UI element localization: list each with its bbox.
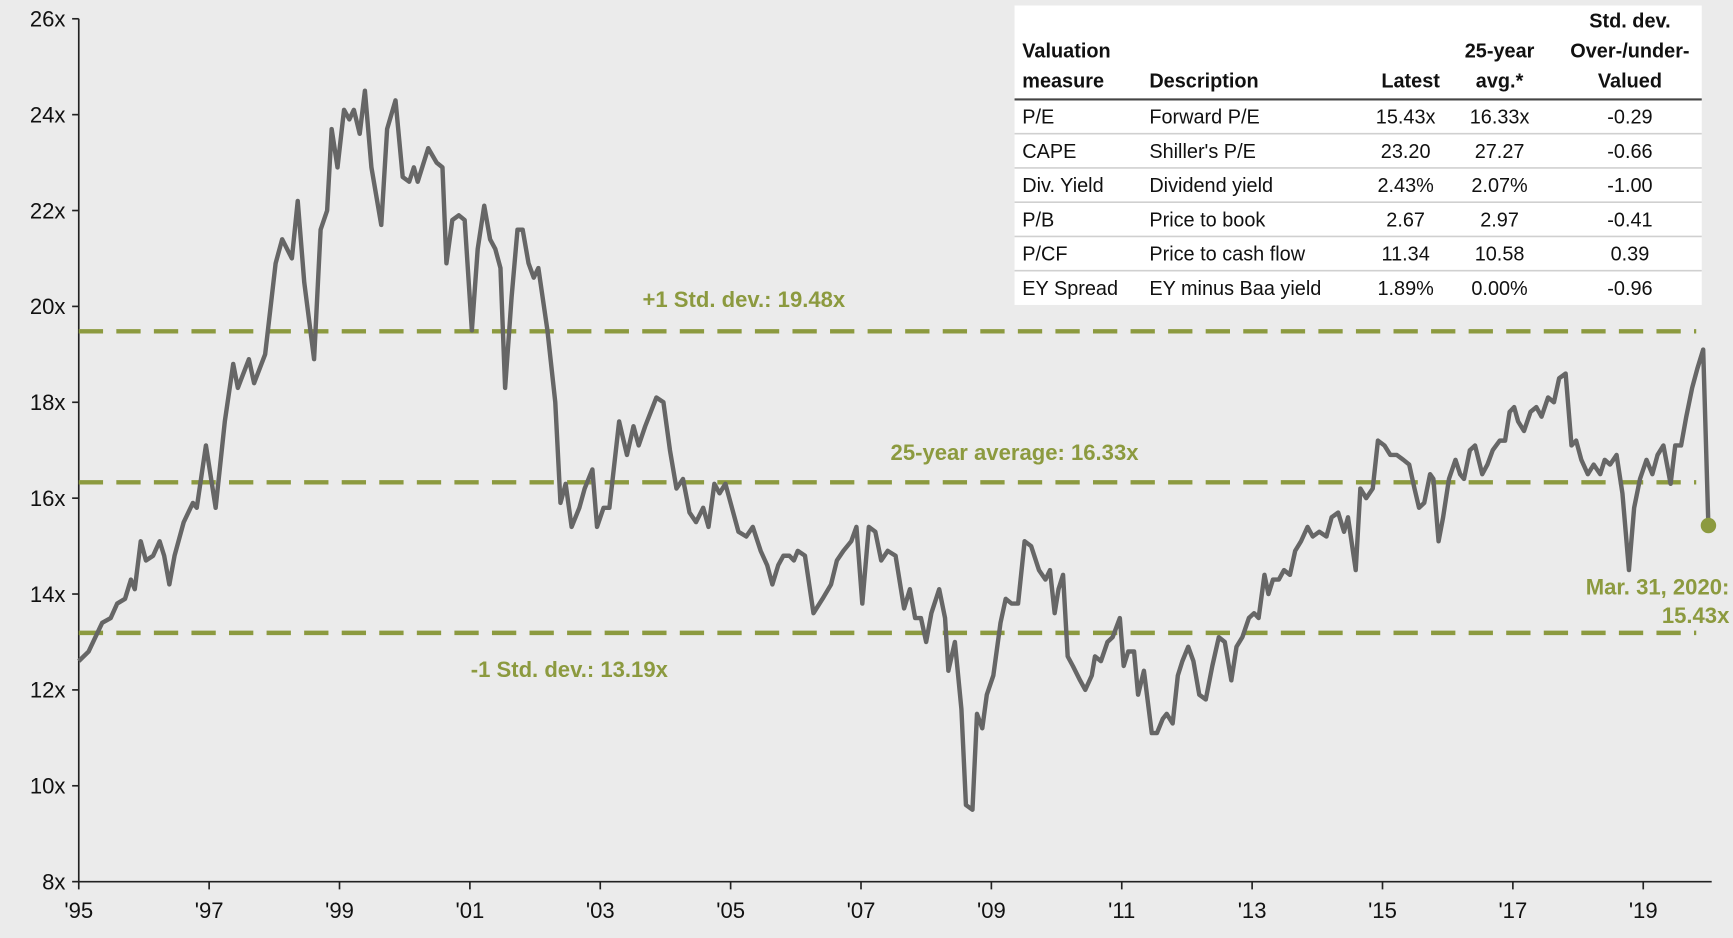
x-tick-label: '15 [1368, 898, 1397, 923]
table-cell: 2.07% [1471, 175, 1527, 197]
x-tick-label: '11 [1108, 898, 1135, 923]
x-tick-label: '09 [977, 898, 1006, 923]
table-cell: -1.00 [1607, 175, 1652, 197]
x-tick-label: '97 [195, 898, 224, 923]
table-header: Valuation [1022, 40, 1110, 62]
table-cell: 11.34 [1382, 244, 1430, 266]
table-cell: 10.58 [1475, 244, 1525, 266]
table-cell: 0.39 [1611, 244, 1650, 266]
table-cell: -0.96 [1607, 278, 1652, 300]
table-header: Std. dev. [1589, 11, 1670, 33]
x-tick-label: '19 [1629, 898, 1658, 923]
y-tick-label: 22x [30, 198, 66, 223]
y-tick-label: 8x [42, 869, 65, 894]
x-tick-label: '03 [586, 898, 615, 923]
table-cell: 2.97 [1480, 209, 1519, 231]
table-cell: EY Spread [1022, 278, 1118, 300]
table-cell: Shiller's P/E [1149, 141, 1256, 163]
table-header: Over-/under- [1570, 40, 1689, 62]
table-cell: 27.27 [1475, 141, 1525, 163]
y-tick-label: 24x [30, 102, 66, 127]
table-cell: -0.41 [1607, 209, 1652, 231]
x-tick-label: '95 [64, 898, 93, 923]
reference-label: +1 Std. dev.: 19.48x [643, 287, 846, 312]
table-cell: Price to cash flow [1149, 244, 1305, 266]
table-cell: Price to book [1149, 209, 1265, 231]
table-background [1014, 5, 1702, 305]
table-header: 25-year [1465, 40, 1535, 62]
table-cell: 0.00% [1471, 278, 1527, 300]
table-header: avg.* [1476, 70, 1524, 92]
pe-line [77, 88, 1711, 812]
x-tick-label: '99 [325, 898, 354, 923]
x-tick-label: '07 [847, 898, 876, 923]
y-tick-label: 18x [30, 390, 66, 415]
table-cell: Dividend yield [1149, 175, 1273, 197]
annotation: 15.43x [1662, 603, 1730, 628]
x-tick-label: '13 [1238, 898, 1267, 923]
table-cell: Forward P/E [1149, 107, 1259, 129]
x-tick-label: '01 [455, 898, 484, 923]
table-header: Valued [1598, 70, 1662, 92]
table-cell: Div. Yield [1022, 175, 1103, 197]
table-header: Description [1149, 70, 1258, 92]
table-cell: 15.43x [1376, 107, 1436, 129]
table-cell: -0.66 [1607, 141, 1652, 163]
table-cell: P/B [1022, 209, 1054, 231]
reference-label: -1 Std. dev.: 13.19x [471, 657, 669, 682]
table-header: measure [1022, 70, 1104, 92]
table-cell: 1.89% [1377, 278, 1433, 300]
x-tick-label: '05 [716, 898, 745, 923]
annotation: Mar. 31, 2020: [1586, 574, 1730, 599]
table-cell: CAPE [1022, 141, 1076, 163]
y-tick-label: 12x [30, 678, 66, 703]
table-cell: P/CF [1022, 244, 1067, 266]
table-cell: 16.33x [1470, 107, 1530, 129]
table-cell: -0.29 [1607, 107, 1652, 129]
y-tick-label: 16x [30, 486, 66, 511]
x-tick-label: '17 [1498, 898, 1527, 923]
y-tick-label: 14x [30, 582, 66, 607]
y-tick-label: 20x [30, 294, 66, 319]
table-cell: EY minus Baa yield [1149, 278, 1321, 300]
table-cell: P/E [1022, 107, 1054, 129]
table-cell: 23.20 [1381, 141, 1431, 163]
table-cell: 2.43% [1377, 175, 1433, 197]
table-header: Latest [1381, 70, 1440, 92]
table-cell: 2.67 [1386, 209, 1425, 231]
latest-point [1700, 517, 1717, 534]
y-tick-label: 26x [30, 7, 66, 32]
y-tick-label: 10x [30, 774, 66, 799]
reference-label: 25-year average: 16.33x [891, 440, 1140, 465]
